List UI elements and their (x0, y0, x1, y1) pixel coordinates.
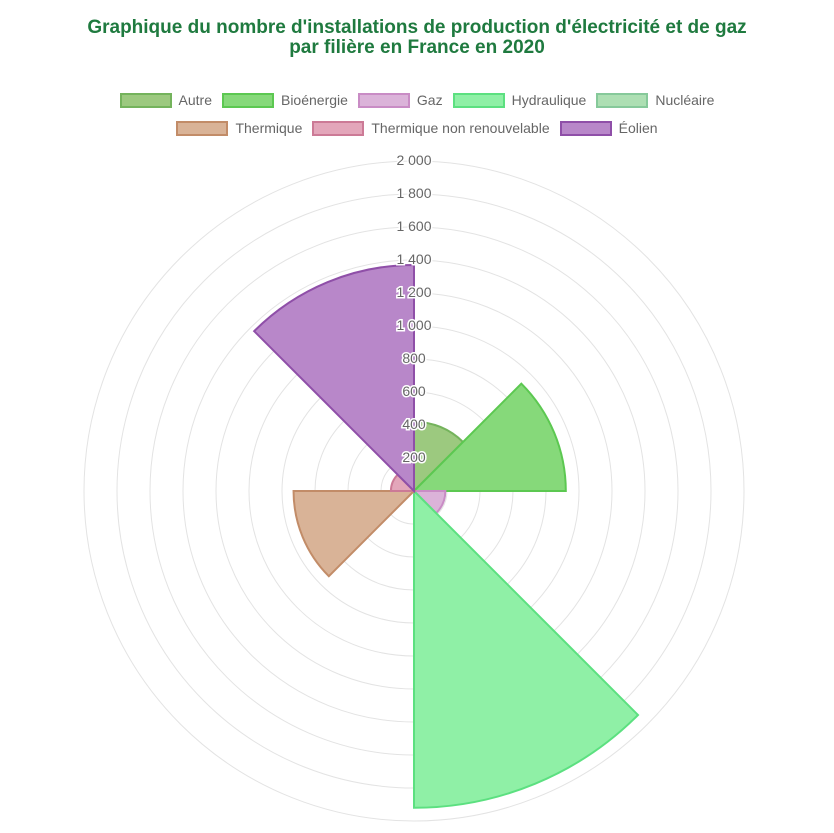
chart-title-line-2: par filière en France en 2020 (289, 37, 545, 58)
tick-label: 200 (402, 449, 426, 465)
legend-label-thermique: Thermique (235, 120, 303, 136)
sector-hydraulique[interactable] (413, 488, 640, 809)
legend-item-autre[interactable]: Autre (119, 92, 212, 108)
legend-swatch-hydraulique (452, 92, 505, 108)
sector-bioenergie[interactable] (411, 382, 567, 492)
tick-label: 600 (402, 383, 426, 399)
grid-circle (83, 160, 745, 822)
tick-label: 1 800 (396, 185, 431, 201)
legend-label-eolien: Éolien (618, 120, 658, 136)
legend-item-gaz[interactable]: Gaz (357, 92, 443, 108)
tick-label: 400 (402, 416, 426, 432)
legend-swatch-bioenergie (221, 92, 274, 108)
legend-label-thermique-non-renouvelable: Thermique non renouvelable (371, 120, 550, 136)
legend-swatch-thermique-non-renouvelable (312, 120, 365, 136)
chart-sectors (252, 263, 640, 809)
legend-item-nucleaire[interactable]: Nucléaire (596, 92, 714, 108)
legend-swatch-autre (119, 92, 172, 108)
tick-label: 800 (402, 350, 426, 366)
legend-swatch-nucleaire (596, 92, 649, 108)
radial-tick-labels: 200 400 600 800 1 000 1 200 1 400 1 600 1 800 2 0… (395, 151, 433, 467)
legend-swatch-thermique (176, 120, 229, 136)
tick-label: 1 000 (396, 317, 431, 333)
chart-title-line-1: Graphique du nombre d'installations de p… (87, 17, 747, 38)
legend-item-thermique[interactable]: Thermique (176, 120, 302, 136)
legend-label-nucleaire: Nucléaire (655, 92, 715, 108)
legend-swatch-gaz (357, 92, 410, 108)
tick-label: 1 200 (396, 284, 431, 300)
legend-label-bioenergie: Bioénergie (280, 92, 348, 108)
sector-thermique[interactable] (292, 490, 417, 578)
legend-label-hydraulique: Hydraulique (511, 92, 587, 108)
tick-label: 1 600 (396, 218, 431, 234)
legend-label-gaz: Gaz (416, 92, 443, 108)
legend-item-thermique-non-renouvelable[interactable]: Thermique non renouvelable (312, 120, 550, 136)
legend-row-1: Autre Bioénergie Gaz Hydraulique Nucléai… (0, 92, 834, 108)
legend-item-eolien[interactable]: Éolien (559, 120, 658, 136)
tick-label: 1 400 (396, 251, 431, 267)
legend-swatch-eolien (559, 120, 612, 136)
legend-item-bioenergie[interactable]: Bioénergie (221, 92, 348, 108)
chart-title: Graphique du nombre d'installations de p… (0, 18, 834, 58)
legend-item-hydraulique[interactable]: Hydraulique (452, 92, 587, 108)
legend-row-2: Thermique Thermique non renouvelable Éol… (0, 120, 834, 136)
tick-label: 2 000 (396, 152, 431, 168)
sector-eolien[interactable] (252, 263, 415, 494)
legend-label-autre: Autre (178, 92, 212, 108)
